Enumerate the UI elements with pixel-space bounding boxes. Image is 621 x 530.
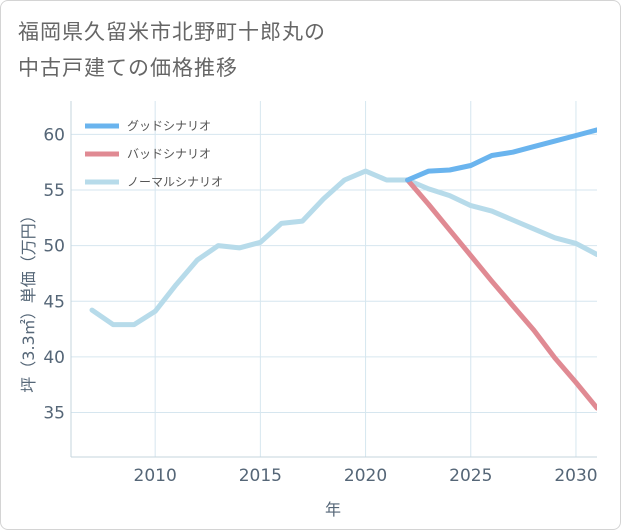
y-tick-label: 50	[43, 237, 65, 257]
legend-label: グッドシナリオ	[127, 119, 211, 133]
y-tick-label: 35	[43, 404, 65, 424]
x-tick-label: 2020	[344, 466, 387, 486]
y-tick-label: 40	[43, 348, 65, 368]
tick-labels: 35 40 45 50 55 60 2010 2015 2020 2025 2030	[43, 125, 597, 486]
series-line	[405, 177, 597, 411]
x-tick-label: 2030	[554, 466, 597, 486]
y-tick-label: 55	[43, 181, 65, 201]
x-axis-label: 年	[325, 500, 341, 519]
x-tick-label: 2015	[239, 466, 282, 486]
series-lines	[89, 127, 597, 411]
series-line	[89, 168, 597, 328]
legend-label: バッドシナリオ	[127, 147, 211, 161]
y-axis-label: 坪（3.3㎡）単価（万円）	[19, 207, 38, 392]
legend-label: ノーマルシナリオ	[127, 175, 223, 189]
y-tick-label: 60	[43, 125, 65, 145]
x-tick-label: 2025	[449, 466, 492, 486]
series-line	[405, 127, 597, 183]
chart-title: 福岡県久留米市北野町十郎丸の 中古戸建ての価格推移	[18, 14, 578, 86]
axes	[70, 101, 597, 458]
title-line-2: 中古戸建ての価格推移	[18, 56, 238, 80]
y-tick-label: 45	[43, 292, 65, 312]
title-line-1: 福岡県久留米市北野町十郎丸の	[18, 20, 326, 44]
grid-lines	[71, 101, 597, 457]
x-tick-label: 2010	[134, 466, 177, 486]
